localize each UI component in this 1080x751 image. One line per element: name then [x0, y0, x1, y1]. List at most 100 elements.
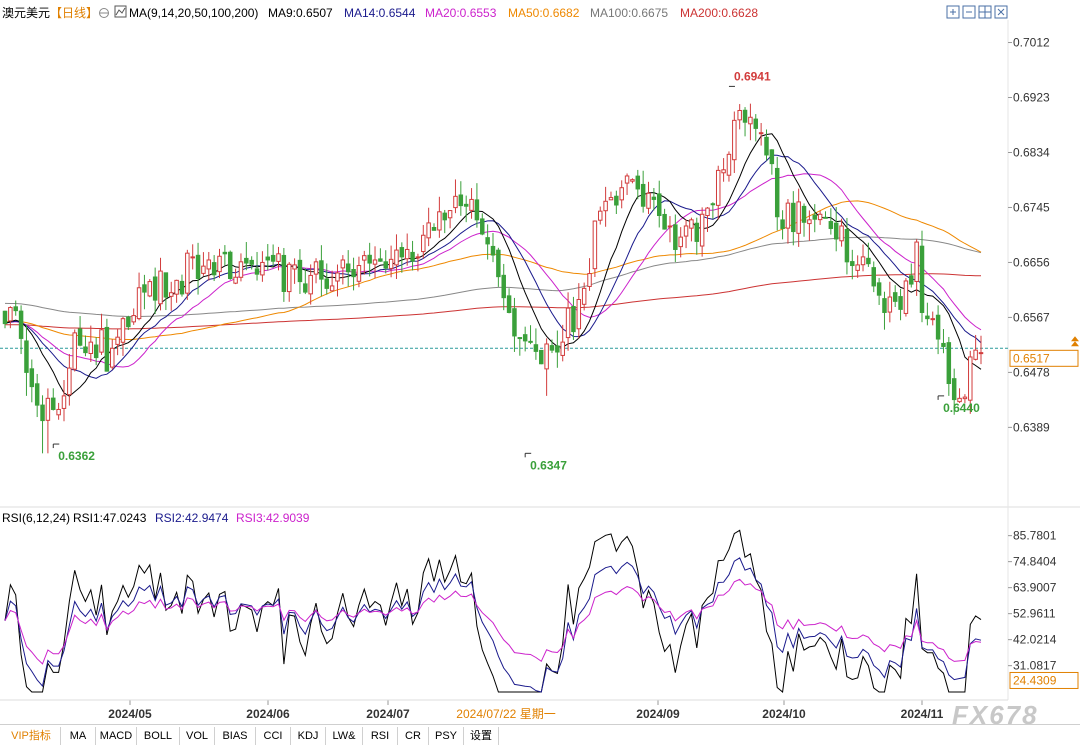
candle-up: [72, 332, 77, 370]
candle-down: [383, 261, 388, 269]
candle-up: [335, 272, 340, 282]
candle-down: [812, 214, 818, 220]
candle-up: [99, 329, 104, 353]
ma50-line: [4, 200, 982, 341]
candle-down: [801, 205, 807, 223]
price-tick-label: 0.6745: [1013, 200, 1050, 214]
period-switch-icon[interactable]: [99, 8, 109, 18]
candle-up: [646, 192, 651, 209]
candle-down: [517, 337, 523, 340]
candle-down: [93, 344, 99, 359]
candle-down: [769, 149, 775, 165]
candle-down: [522, 334, 528, 342]
tab-ma[interactable]: MA: [61, 727, 96, 745]
candle-up: [560, 341, 565, 356]
date-tick-label: 2024/05: [108, 707, 152, 721]
candle-up: [276, 253, 281, 262]
candle-up: [737, 109, 742, 121]
candle-up: [61, 395, 67, 409]
candle-down: [898, 296, 903, 310]
candle-down: [533, 344, 539, 352]
tab-lw[interactable]: LW&: [326, 727, 363, 745]
tab-rsi[interactable]: RSI: [363, 727, 398, 745]
candle-down: [506, 295, 512, 313]
settings-icon[interactable]: [994, 5, 1008, 19]
ma200-line: [4, 273, 982, 330]
tab-settings[interactable]: 设置: [464, 727, 499, 745]
period-label[interactable]: 【日线】: [50, 6, 98, 20]
candle-up: [308, 274, 313, 295]
candle-down: [539, 349, 544, 365]
tab-kdj[interactable]: KDJ: [291, 727, 326, 745]
rsi-line-2: [4, 557, 982, 693]
candle-down: [909, 275, 914, 285]
candle-down: [303, 283, 308, 293]
low-price-label: 0.6440: [943, 401, 980, 415]
candle-down: [656, 193, 662, 216]
candle-down: [485, 237, 490, 245]
indicator-icon[interactable]: [114, 5, 127, 18]
candle-up: [581, 287, 587, 305]
low-price-label: 0.6347: [530, 458, 567, 472]
candle-up: [286, 263, 292, 293]
ma20-line: [4, 173, 982, 368]
tab-cci[interactable]: CCI: [256, 727, 291, 745]
candle-down: [442, 212, 447, 221]
candle-up: [930, 318, 935, 321]
candle-down: [480, 218, 485, 235]
candle-up: [292, 264, 297, 270]
candle-up: [110, 347, 115, 368]
candle-down: [753, 118, 759, 129]
candle-down: [51, 397, 56, 410]
price-tick-label: 0.6834: [1013, 145, 1050, 159]
zoom-out-icon[interactable]: [962, 5, 976, 19]
candle-up: [190, 256, 195, 259]
tab-cr[interactable]: CR: [398, 727, 429, 745]
tab-bias[interactable]: BIAS: [215, 727, 256, 745]
tab-psy[interactable]: PSY: [429, 727, 464, 745]
tab-macd[interactable]: MACD: [96, 727, 137, 745]
candle-up: [115, 336, 120, 345]
candle-down: [774, 167, 780, 218]
candle-up: [388, 258, 394, 269]
candle-up: [860, 256, 866, 266]
candle-up: [340, 259, 346, 269]
candle-up: [807, 219, 812, 225]
candle-up: [608, 197, 614, 201]
scroll-up-icon[interactable]: [1071, 336, 1079, 347]
candle-down: [297, 259, 303, 283]
zoom-in-icon[interactable]: [946, 5, 960, 19]
candle-up: [415, 256, 421, 259]
candle-down: [410, 251, 415, 262]
candle-up: [45, 397, 51, 421]
rsi-header: RSI(6,12,24) RSI1:47.0243 RSI2:42.9474 R…: [2, 511, 310, 525]
candle-down: [673, 224, 678, 250]
high-price-label: 0.6941: [734, 69, 771, 83]
rsi-line-1: [4, 529, 982, 693]
candle-up: [217, 255, 222, 273]
candle-down: [662, 213, 667, 230]
rsi-tick-label: 63.9007: [1013, 581, 1057, 595]
candle-down: [249, 259, 254, 265]
candle-down: [399, 247, 405, 258]
tab-boll[interactable]: BOLL: [137, 727, 180, 745]
candle-down: [270, 254, 276, 262]
candle-up: [732, 119, 737, 161]
rsi-current-box: [1009, 671, 1079, 689]
candle-down: [77, 328, 83, 346]
candle-down: [555, 345, 560, 353]
candle-up: [839, 225, 844, 242]
candle-up: [201, 265, 206, 274]
current-price-label: 0.6517: [1013, 351, 1050, 365]
candle-up: [973, 349, 978, 360]
candle-down: [490, 245, 496, 256]
candle-up: [158, 270, 163, 305]
candle-down: [791, 202, 796, 233]
rsi-axis: 85.7801 74.8404 63.9007 52.9611 42.0214 31.08…: [1008, 529, 1079, 689]
candle-up: [8, 307, 13, 322]
layout-icon[interactable]: [978, 5, 992, 19]
candle-up: [469, 198, 474, 211]
tab-vol[interactable]: VOL: [180, 727, 215, 745]
tab-vip[interactable]: VIP指标: [2, 727, 61, 745]
candle-down: [876, 282, 882, 296]
